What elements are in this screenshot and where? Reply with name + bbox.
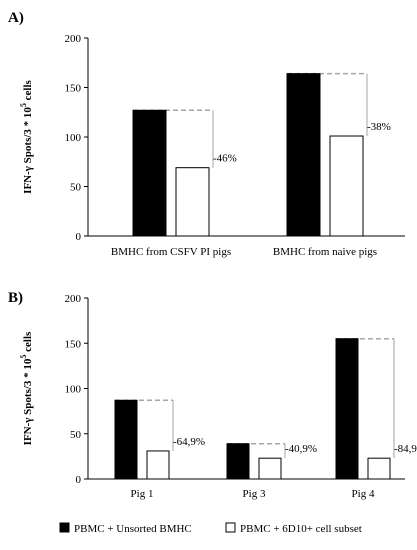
panel-label: A) [8, 10, 24, 26]
bar-subset [146, 450, 170, 480]
percent-reduction-label: -84,9% [394, 443, 417, 455]
x-category-label: Pig 3 [243, 488, 266, 500]
bar-unsorted [226, 443, 250, 480]
x-category-label: Pig 4 [352, 488, 375, 500]
y-tick-label: 200 [65, 33, 82, 45]
bar-subset [258, 457, 282, 480]
y-tick-label: 100 [65, 384, 82, 396]
legend: PBMC + Unsorted BMHC PBMC + 6D10+ cell su… [59, 522, 362, 535]
y-axis-label: IFN-γ Spots/3 * 105 cells [19, 331, 34, 445]
bar-subset [329, 135, 364, 237]
y-axis-label-tail: cells [22, 79, 34, 103]
y-tick-label: 150 [65, 338, 82, 350]
y-tick-label: 50 [70, 429, 82, 441]
y-tick-label: 0 [76, 231, 82, 243]
y-axis-label-sup: 5 [19, 103, 28, 107]
bar-unsorted [335, 338, 359, 480]
x-category-label: BMHC from CSFV PI pigs [111, 246, 231, 258]
percent-reduction-label: -46% [213, 153, 237, 165]
y-tick-label: 0 [76, 474, 82, 486]
y-axis-label-tail: cells [22, 331, 34, 355]
y-tick-label: 100 [65, 132, 82, 144]
percent-reduction-label: -38% [367, 121, 391, 133]
legend-label: PBMC + 6D10+ cell subset [240, 523, 362, 535]
y-axis-label-main: IFN-γ Spots/3 * 10 [22, 107, 34, 194]
percent-reduction-label: -40,9% [285, 443, 317, 455]
y-tick-label: 50 [70, 182, 82, 194]
x-category-label: BMHC from naive pigs [273, 246, 377, 258]
chart-panel-1: A) 0 50 100 150 200 IFN-γ Spots/3 * 105 cells -… [8, 10, 405, 258]
bar-subset [175, 167, 210, 237]
bar-subset [367, 457, 391, 480]
bar-unsorted [286, 73, 321, 237]
y-axis-label: IFN-γ Spots/3 * 105 cells [19, 79, 34, 193]
bar-unsorted [132, 109, 167, 237]
chart-panel-2: B) 0 50 100 150 200 IFN-γ Spots/3 * 105 cells -… [8, 290, 417, 500]
y-axis-label-main: IFN-γ Spots/3 * 10 [22, 358, 34, 445]
percent-reduction-label: -64,9% [173, 436, 205, 448]
bar-unsorted [114, 399, 138, 480]
legend-swatch [225, 522, 236, 533]
panel-label: B) [8, 290, 23, 306]
y-tick-label: 150 [65, 83, 82, 95]
legend-swatch [59, 522, 70, 533]
y-tick-label: 200 [65, 293, 82, 305]
y-axis-label-sup: 5 [19, 355, 28, 359]
legend-label: PBMC + Unsorted BMHC [74, 523, 192, 535]
x-category-label: Pig 1 [131, 488, 154, 500]
